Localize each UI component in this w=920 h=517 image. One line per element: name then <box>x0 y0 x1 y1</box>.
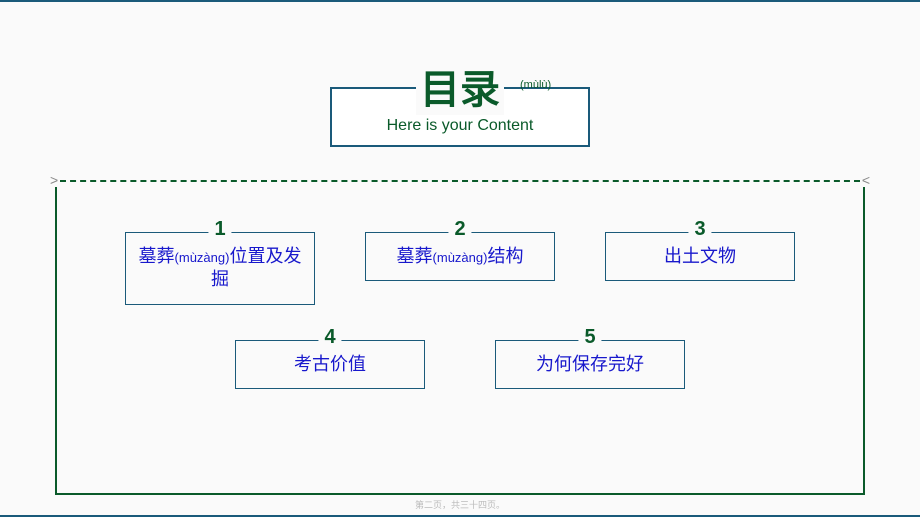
item-text: 考古价值 <box>294 353 366 376</box>
item-text: 墓葬(mùzàng)位置及发掘 <box>134 245 306 292</box>
title-main: 目录 <box>416 57 504 115</box>
item-number: 3 <box>688 218 711 241</box>
content-area: 1 墓葬(mùzàng)位置及发掘 2 墓葬(mùzàng)结构 3 出土文物 <box>55 187 865 495</box>
subtitle: Here is your Content <box>362 117 558 135</box>
items-row-1: 1 墓葬(mùzàng)位置及发掘 2 墓葬(mùzàng)结构 3 出土文物 <box>57 232 863 305</box>
item-number: 2 <box>448 218 471 241</box>
slide: 目录 (mùlù) Here is your Content > < 1 墓葬(… <box>0 0 920 517</box>
item-text: 墓葬(mùzàng)结构 <box>397 245 524 268</box>
item-number: 1 <box>208 218 231 241</box>
title-box: 目录 (mùlù) Here is your Content <box>330 87 590 147</box>
item-1: 1 墓葬(mùzàng)位置及发掘 <box>125 232 315 305</box>
title-pinyin: (mùlù) <box>520 79 551 91</box>
item-text: 为何保存完好 <box>536 353 644 376</box>
item-box: 墓葬(mùzàng)位置及发掘 <box>125 232 315 305</box>
bracket-left: > <box>50 172 58 188</box>
item-4: 4 考古价值 <box>235 340 425 389</box>
item-number: 4 <box>318 326 341 349</box>
item-text: 出土文物 <box>664 245 736 268</box>
divider-line <box>60 180 860 182</box>
item-2: 2 墓葬(mùzàng)结构 <box>365 232 555 305</box>
item-number: 5 <box>578 326 601 349</box>
title-section: 目录 (mùlù) Here is your Content <box>330 87 590 147</box>
item-5: 5 为何保存完好 <box>495 340 685 389</box>
items-row-2: 4 考古价值 5 为何保存完好 <box>57 340 863 389</box>
footer-page-number: 第二页，共三十四页。 <box>415 498 505 511</box>
item-3: 3 出土文物 <box>605 232 795 305</box>
bracket-right: < <box>862 172 870 188</box>
